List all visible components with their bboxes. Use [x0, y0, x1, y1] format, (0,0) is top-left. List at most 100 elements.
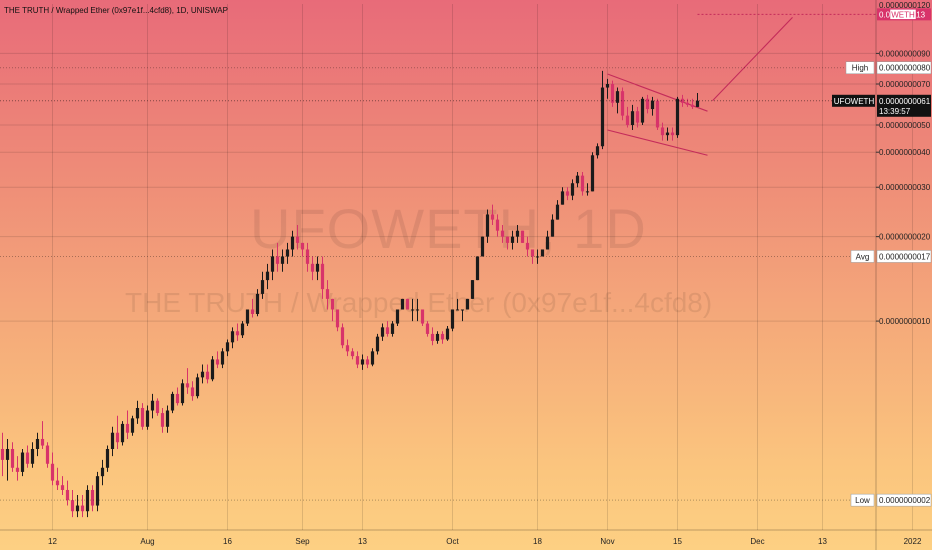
candle-body-100 — [490, 214, 495, 220]
candle-121 — [595, 143, 600, 159]
candle-118 — [580, 171, 585, 196]
candle-body-108 — [530, 249, 535, 257]
low-marker-value: 0.0000000002 — [879, 496, 931, 505]
candle-body-49 — [235, 331, 240, 336]
y-tick-label-0: 0.0000000090 — [879, 49, 931, 58]
candle-28 — [130, 415, 135, 436]
candle-body-8 — [30, 448, 35, 464]
y-tick-label-5: 0.0000000020 — [879, 233, 931, 242]
candle-82 — [400, 298, 405, 310]
candle-body-48 — [230, 331, 235, 343]
candle-102 — [500, 225, 505, 243]
candle-64 — [310, 256, 315, 281]
candle-body-64 — [310, 263, 315, 272]
avg-marker-tag: Avg — [856, 252, 870, 261]
candle-body-115 — [565, 191, 570, 196]
candle-body-55 — [265, 271, 270, 281]
candle-94 — [460, 309, 465, 322]
candle-body-33 — [155, 400, 160, 414]
candle-body-51 — [245, 309, 250, 324]
candle-2 — [0, 432, 5, 477]
candle-body-125 — [615, 91, 620, 103]
candle-91 — [445, 326, 450, 341]
candle-100 — [490, 204, 495, 226]
candle-12 — [50, 452, 55, 486]
y-tick-label-6: 0.0000000010 — [879, 317, 931, 326]
candle-body-7 — [25, 452, 30, 464]
candle-6 — [20, 448, 25, 477]
candle-96 — [470, 280, 475, 299]
candle-119 — [585, 183, 590, 196]
candle-85 — [415, 298, 420, 322]
candle-31 — [145, 405, 150, 430]
candle-44 — [210, 356, 215, 382]
candle-body-96 — [470, 280, 475, 299]
candle-131 — [645, 94, 650, 114]
candle-51 — [245, 309, 250, 327]
time-axis[interactable]: 12 Aug 16 Sep 13 Oct 18 Nov 15 Dec 13 2022 — [48, 537, 922, 546]
candle-body-126 — [620, 91, 625, 116]
x-tick-label-6: 18 — [533, 537, 542, 546]
price-axis[interactable]: 0.0000000090 0.0000000070 0.0000000050 0.00… — [876, 1, 931, 326]
x-tick-label-1: Aug — [140, 537, 154, 546]
candle-body-38 — [180, 383, 185, 404]
candle-body-135 — [665, 132, 670, 136]
watermark-pair: THE TRUTH / Wrapped Ether (0x97e1f...4cf… — [125, 287, 713, 318]
candle-body-18 — [80, 505, 85, 512]
candle-body-21 — [95, 476, 100, 506]
candle-body-136 — [670, 132, 675, 136]
candle-body-134 — [660, 127, 665, 136]
candle-body-82 — [400, 298, 405, 310]
candle-body-116 — [570, 183, 575, 196]
candle-10 — [40, 421, 45, 449]
candle-body-39 — [185, 383, 190, 388]
candle-20 — [90, 485, 95, 512]
candle-7 — [25, 445, 30, 468]
candle-130 — [640, 96, 645, 126]
candle-body-36 — [170, 393, 175, 411]
candle-17 — [75, 494, 80, 518]
candle-86 — [420, 309, 425, 327]
candle-77 — [375, 333, 380, 355]
candle-84 — [410, 298, 415, 322]
candle-body-98 — [480, 236, 485, 257]
candle-body-99 — [485, 214, 490, 237]
candle-27 — [125, 410, 130, 439]
candle-body-6 — [20, 452, 25, 472]
candle-body-29 — [135, 407, 140, 419]
candle-13 — [55, 467, 60, 490]
candle-body-93 — [455, 309, 460, 311]
candle-21 — [95, 471, 100, 512]
candle-body-138 — [680, 98, 685, 103]
candle-35 — [165, 405, 170, 433]
candle-body-24 — [110, 432, 115, 449]
candle-112 — [550, 214, 555, 237]
candle-body-4 — [10, 448, 15, 468]
candle-body-50 — [240, 323, 245, 336]
candle-22 — [100, 459, 105, 486]
candle-body-102 — [500, 230, 505, 237]
candle-body-88 — [430, 333, 435, 341]
candle-body-28 — [130, 418, 135, 433]
candle-16 — [70, 489, 75, 518]
candle-111 — [545, 230, 550, 250]
candle-body-31 — [145, 410, 150, 427]
x-tick-label-5: Oct — [446, 537, 459, 546]
x-tick-label-7: Nov — [600, 537, 614, 546]
candle-109 — [535, 249, 540, 264]
candle-61 — [295, 225, 300, 250]
candle-122 — [600, 70, 605, 150]
candle-135 — [665, 127, 670, 141]
candle-body-9 — [35, 438, 40, 449]
candle-78 — [380, 323, 385, 341]
candle-99 — [485, 209, 490, 243]
candle-92 — [450, 309, 455, 332]
candle-body-65 — [315, 263, 320, 272]
candle-body-20 — [90, 489, 95, 506]
candle-18 — [80, 494, 85, 518]
candle-body-46 — [220, 351, 225, 365]
candle-body-14 — [60, 485, 65, 490]
